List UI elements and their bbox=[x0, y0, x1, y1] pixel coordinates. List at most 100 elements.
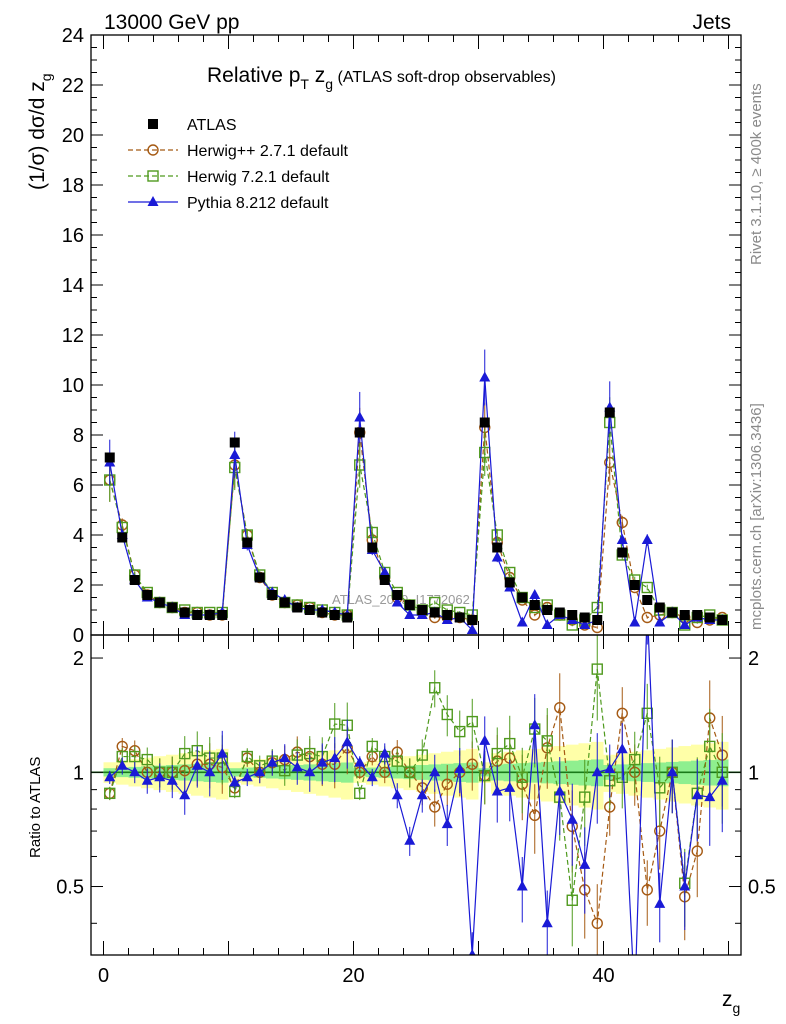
data-point-herwig7 bbox=[104, 787, 116, 800]
data-point-pythia bbox=[704, 791, 716, 802]
data-point-herwig7 bbox=[579, 791, 591, 803]
x-label-main: z bbox=[722, 988, 733, 1011]
data-point-herwig7 bbox=[366, 740, 378, 753]
data-point-pythia bbox=[591, 766, 603, 777]
data-point-pythia bbox=[229, 449, 241, 459]
x-axis-label: zg bbox=[722, 988, 740, 1016]
data-point-pythia bbox=[404, 609, 416, 619]
data-point-pythia bbox=[116, 759, 128, 770]
ratio-series-pythia-8-212-default bbox=[104, 635, 728, 955]
data-point-atlas bbox=[592, 615, 603, 625]
y-tick-label: 6 bbox=[73, 475, 84, 497]
data-point-herwig7 bbox=[504, 737, 516, 750]
data-point-atlas bbox=[567, 610, 578, 620]
y-axis-label: (1/σ) dσ/d zg bbox=[26, 73, 54, 190]
data-point-atlas bbox=[267, 590, 278, 600]
y-tick-label: 12 bbox=[62, 325, 84, 347]
data-point-herwigpp bbox=[616, 707, 628, 720]
data-point-pythia bbox=[579, 619, 591, 629]
x-tick-label: 40 bbox=[592, 965, 614, 987]
data-point-pythia bbox=[166, 774, 178, 785]
ratio-tick-label-right: 2 bbox=[748, 648, 759, 670]
data-point-pythia bbox=[516, 616, 528, 627]
data-point-atlas bbox=[192, 610, 203, 620]
data-point-herwigpp bbox=[616, 516, 628, 529]
data-point-herwig7 bbox=[466, 715, 478, 728]
ratio-tick-label-right: 0.5 bbox=[748, 877, 776, 899]
data-point-pythia bbox=[541, 619, 553, 629]
ratio-tick-label-right: 1 bbox=[748, 762, 759, 784]
data-point-atlas bbox=[642, 595, 653, 605]
data-point-herwig7 bbox=[241, 750, 253, 763]
header-right: Jets bbox=[692, 11, 731, 34]
data-point-herwig7 bbox=[591, 663, 603, 675]
legend-label: Herwig 7.2.1 default bbox=[187, 169, 330, 186]
y-tick-label: 22 bbox=[62, 75, 84, 97]
data-point-atlas bbox=[279, 597, 290, 608]
data-point-herwigpp bbox=[529, 809, 541, 822]
data-point-pythia bbox=[491, 551, 503, 562]
ratio-tick-label: 2 bbox=[73, 648, 84, 670]
data-point-atlas bbox=[117, 532, 128, 543]
data-point-herwig7 bbox=[516, 771, 528, 783]
data-point-pythia bbox=[391, 596, 403, 607]
side-text-mcplots: mcplots.cern.ch [arXiv:1306.3436] bbox=[748, 403, 765, 630]
data-point-pythia bbox=[579, 858, 591, 869]
data-point-atlas bbox=[442, 610, 453, 620]
data-point-atlas bbox=[417, 605, 428, 615]
data-point-pythia bbox=[454, 763, 466, 774]
data-point-pythia bbox=[104, 771, 116, 782]
data-point-pythia bbox=[716, 774, 728, 785]
legend-entry: Herwig 7.2.1 default bbox=[128, 169, 330, 186]
data-point-herwig7 bbox=[147, 170, 159, 182]
data-point-pythia bbox=[529, 719, 541, 730]
data-point-herwig7 bbox=[329, 718, 341, 730]
data-point-pythia bbox=[141, 774, 153, 785]
data-point-atlas bbox=[704, 612, 715, 623]
data-point-pythia bbox=[291, 761, 303, 772]
data-point-atlas bbox=[104, 452, 115, 463]
data-point-pythia bbox=[147, 196, 159, 206]
data-point-herwig7 bbox=[491, 747, 503, 760]
data-point-atlas bbox=[129, 575, 140, 585]
data-point-herwigpp bbox=[147, 144, 159, 156]
data-point-atlas bbox=[667, 607, 678, 618]
data-point-pythia bbox=[429, 766, 441, 777]
data-point-herwig7 bbox=[629, 753, 641, 766]
title-sub-g: g bbox=[325, 76, 333, 92]
data-point-atlas bbox=[479, 417, 490, 428]
data-point-atlas bbox=[304, 605, 315, 615]
data-point-atlas bbox=[179, 607, 190, 618]
data-point-pythia bbox=[316, 756, 328, 767]
data-point-atlas bbox=[148, 119, 158, 129]
data-point-atlas bbox=[317, 607, 328, 618]
data-point-atlas bbox=[517, 592, 528, 603]
data-point-atlas bbox=[392, 590, 403, 600]
data-point-pythia bbox=[554, 785, 566, 796]
data-point-atlas bbox=[217, 610, 228, 620]
data-point-herwigpp bbox=[641, 884, 653, 896]
data-point-atlas bbox=[629, 580, 640, 590]
data-point-atlas bbox=[504, 577, 515, 588]
data-point-pythia bbox=[179, 789, 191, 800]
data-point-pythia bbox=[479, 734, 491, 745]
data-point-pythia bbox=[216, 747, 228, 758]
data-point-atlas bbox=[467, 615, 478, 625]
data-point-pythia bbox=[341, 736, 353, 747]
data-point-atlas bbox=[529, 600, 540, 610]
data-point-herwig7 bbox=[641, 581, 653, 594]
ratio-frame bbox=[90, 634, 742, 956]
data-point-atlas bbox=[154, 597, 165, 608]
data-point-herwig7 bbox=[479, 769, 491, 782]
data-point-pythia bbox=[641, 534, 653, 544]
data-point-herwigpp bbox=[641, 611, 653, 624]
data-point-pythia bbox=[241, 771, 253, 782]
data-point-pythia bbox=[666, 766, 678, 777]
data-point-atlas bbox=[167, 602, 178, 613]
data-point-atlas bbox=[379, 575, 390, 585]
y-tick-label: 16 bbox=[62, 225, 84, 247]
data-point-herwig7 bbox=[354, 787, 366, 800]
data-point-herwigpp bbox=[466, 758, 478, 770]
